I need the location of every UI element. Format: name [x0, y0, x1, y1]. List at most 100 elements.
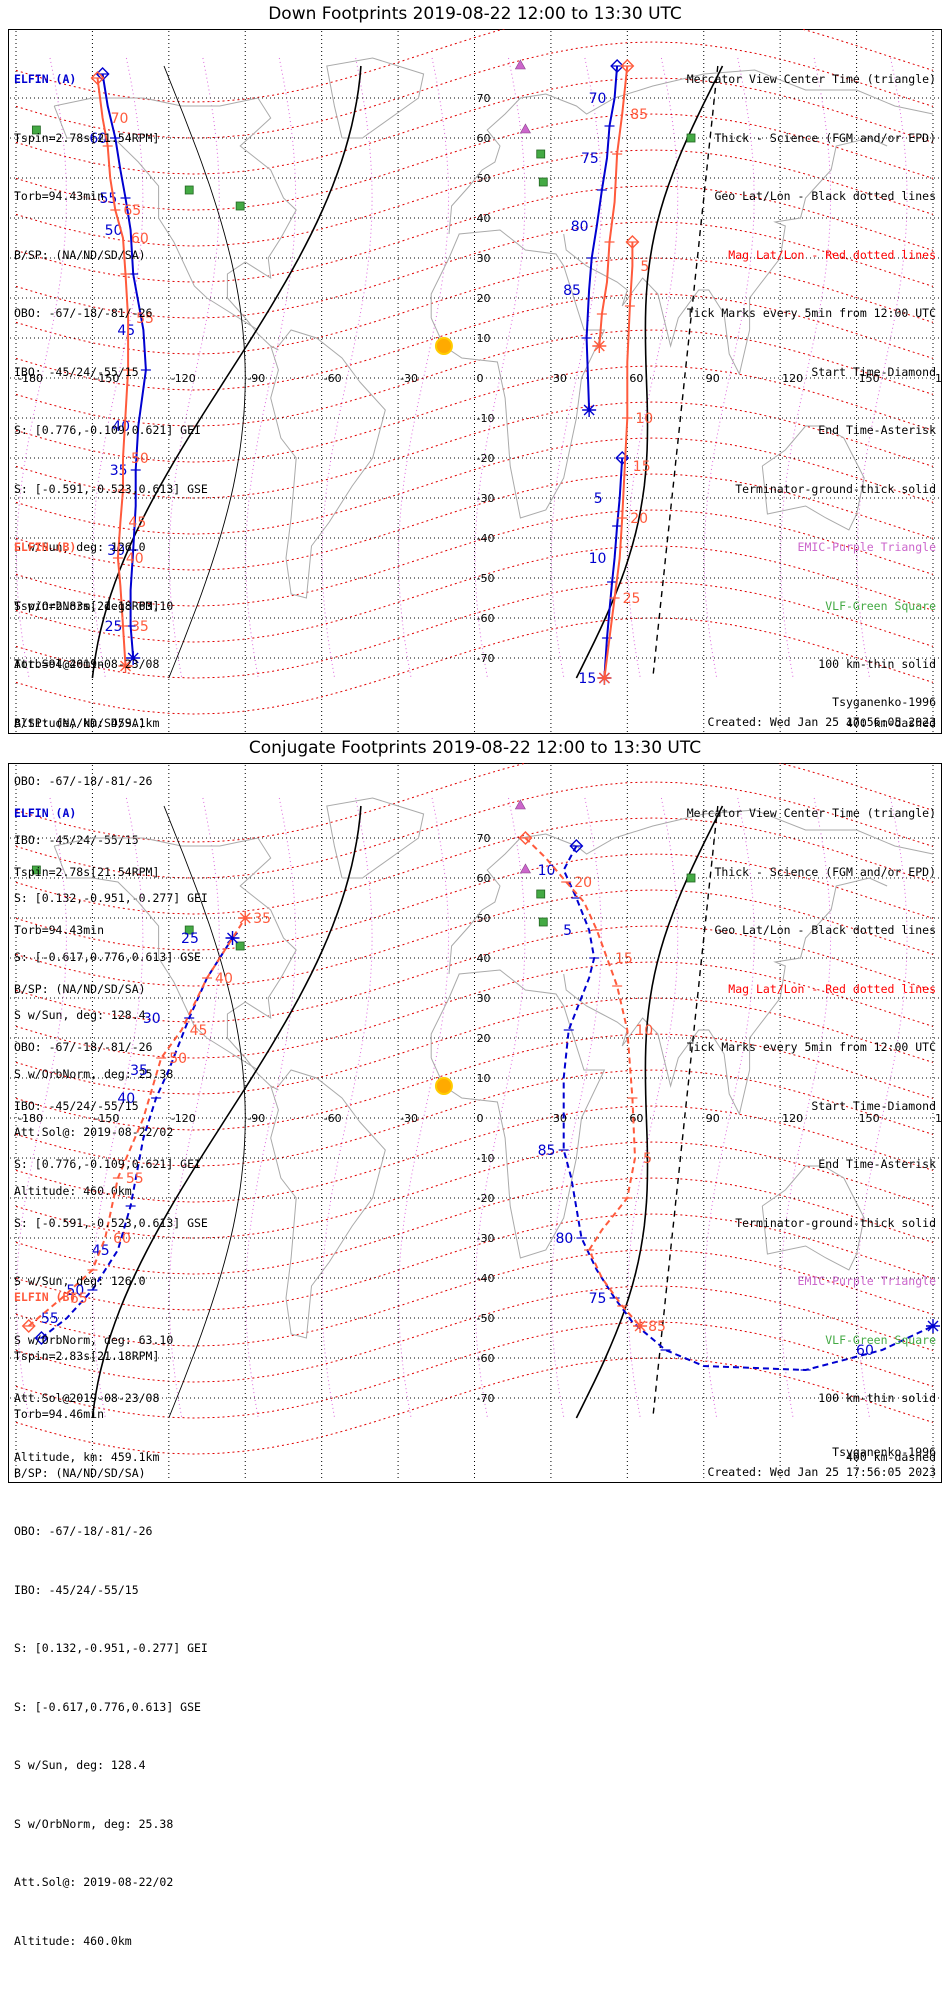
sun-icon: [434, 337, 453, 355]
end-asterisk-icon: [582, 403, 597, 417]
info-b-line: Torb=94.46min: [14, 657, 105, 671]
legend-line: Mercator View Center Time (triangle): [686, 72, 936, 86]
terminator-100km: [163, 805, 246, 1419]
lat-tick-label: -20: [477, 1192, 495, 1205]
info-b-header: ELFIN (B): [14, 1290, 77, 1304]
vlf-square-icon: [538, 917, 548, 927]
terminator-east: [575, 65, 724, 679]
info-a-line: Att.Sol@2019-08-23/08: [14, 657, 160, 671]
track-time-label: 30: [143, 1011, 161, 1027]
elfin-b-track: [96, 77, 130, 667]
legend-line: Start Time-Diamond: [811, 1098, 936, 1113]
lon-tick-label: 0: [477, 372, 484, 385]
legend-line: Thick - Science (FGM and/or EPD): [714, 864, 936, 879]
lon-tick-label: 120: [782, 1112, 803, 1125]
track-time-label: 85: [630, 107, 648, 123]
info-a-header: ELFIN (A): [14, 72, 77, 86]
mag-lon-line: [15, 797, 68, 1419]
elfin-a-track: [585, 65, 619, 411]
coastline: [448, 809, 934, 975]
info-b-line: OBO: -67/-18/-81/-26: [14, 1524, 153, 1538]
legend-line: Terminator-ground-thick solid: [735, 481, 936, 496]
lat-tick-label: 70: [477, 832, 491, 845]
legend-line: Geo Lat/Lon - Black dotted lines: [714, 189, 936, 203]
legend-line: Terminator-ground-thick solid: [735, 1215, 936, 1230]
legend-line: Mag Lat/Lon - Red dotted lines: [728, 247, 936, 262]
mag-lon-line: [245, 797, 297, 1419]
vlf-square-icon: [31, 865, 41, 875]
elfin-b-track: [598, 65, 629, 347]
track-time-label: 65: [123, 203, 141, 219]
mag-lon-line: [856, 57, 908, 679]
lat-tick-label: -10: [477, 1152, 495, 1165]
track-time-label: 65: [70, 1291, 88, 1307]
legend-line: Mag Lat/Lon - Red dotted lines: [728, 981, 936, 996]
track-time-label: 55: [136, 311, 154, 327]
vlf-square-icon: [31, 125, 41, 135]
legend-line: 400 km-dashed: [845, 1449, 936, 1464]
down-model-label: Tsyganenko-1996: [832, 695, 936, 709]
track-time-label: 55: [126, 1171, 144, 1187]
sun-icon: [434, 1077, 453, 1095]
map-frame: [8, 29, 942, 734]
lat-tick-label: 60: [477, 872, 491, 885]
legend-line: VLF-Green Square: [825, 598, 936, 613]
lat-tick-label: 50: [477, 172, 491, 185]
lon-tick-label: -120: [171, 1112, 196, 1125]
info-a-line: S: [-0.591,-0.523,0.613] GSE: [14, 481, 208, 496]
track-time-label: 20: [630, 511, 648, 527]
legend-line: VLF-Green Square: [825, 1332, 936, 1347]
track-time-label: 40: [126, 551, 144, 567]
coastline: [54, 97, 297, 351]
elfin-a-track: [603, 457, 624, 679]
start-diamond-icon: [518, 831, 533, 845]
track-time-label: 35: [253, 911, 271, 927]
start-diamond-icon: [95, 67, 110, 81]
info-b-line: S: [-0.617,0.776,0.613] GSE: [14, 1699, 201, 1714]
lat-tick-label: -60: [477, 1352, 495, 1365]
track-time-label: 15: [578, 671, 596, 687]
down-footprints-map: -180-150-120-90-60-300306090120150180706…: [8, 29, 942, 734]
track-time-label: 40: [215, 971, 233, 987]
mag-lon-line: [780, 797, 832, 1419]
emic-triangle-icon: [514, 799, 526, 810]
info-a-line: S w/OrbNorm, deg: 63.10: [14, 598, 174, 613]
conj-created-label: Created: Wed Jan 25 17:56:05 2023: [707, 1465, 936, 1479]
info-b-line: B/SP: (NA/ND/SD/SA): [14, 715, 146, 730]
lat-tick-label: -60: [477, 612, 495, 625]
coastline: [430, 229, 606, 519]
vlf-square-icon: [536, 149, 546, 159]
info-b-line: S: [0.132,-0.951,-0.277] GEI: [14, 891, 208, 905]
elfin-a-track: [101, 73, 147, 659]
terminator-east: [575, 805, 724, 1419]
track-time-label: 75: [589, 1291, 607, 1307]
terminator-west: [91, 65, 362, 679]
legend-line: End Time-Asterisk: [818, 1157, 936, 1171]
lon-tick-label: -120: [171, 372, 196, 385]
emic-triangle-icon: [519, 863, 531, 874]
info-b-line: S w/Sun, deg: 128.4: [14, 1758, 146, 1772]
info-b-line: Altitude: 460.0km: [14, 1933, 132, 1948]
coastline: [761, 425, 865, 531]
info-b-line: Altitude: 460.0km: [14, 1183, 132, 1198]
track-time-label: 80: [555, 1231, 573, 1247]
legend-line: Thick - Science (FGM and/or EPD): [714, 130, 936, 145]
mag-lon-line: [474, 57, 526, 679]
mag-lon-line: [703, 57, 755, 679]
info-a-line: S w/OrbNorm, deg: 63.10: [14, 1332, 174, 1347]
track-time-label: 10: [635, 411, 653, 427]
vlf-square-icon: [686, 873, 696, 883]
lat-tick-label: 30: [477, 252, 491, 265]
lat-tick-label: -20: [477, 452, 495, 465]
end-asterisk-icon: [926, 1319, 940, 1333]
lat-tick-label: 60: [477, 132, 491, 145]
info-a-line: Tspin=2.78s[21.54RPM]: [14, 864, 160, 879]
conj-model-label: Tsyganenko-1996: [832, 1445, 936, 1459]
info-b-line: B/SP: (NA/ND/SD/SA): [14, 1465, 146, 1480]
track-time-label: 70: [589, 91, 607, 107]
lon-tick-label: 30: [553, 1112, 567, 1125]
info-a-line: IBO: -45/24/-55/15: [14, 1098, 139, 1113]
conj-elfin-a-info: ELFIN (A) Tspin=2.78s[21.54RPM] Torb=94.…: [14, 765, 208, 1506]
mag-lon-line: [168, 57, 220, 679]
coastline: [270, 1069, 386, 1339]
